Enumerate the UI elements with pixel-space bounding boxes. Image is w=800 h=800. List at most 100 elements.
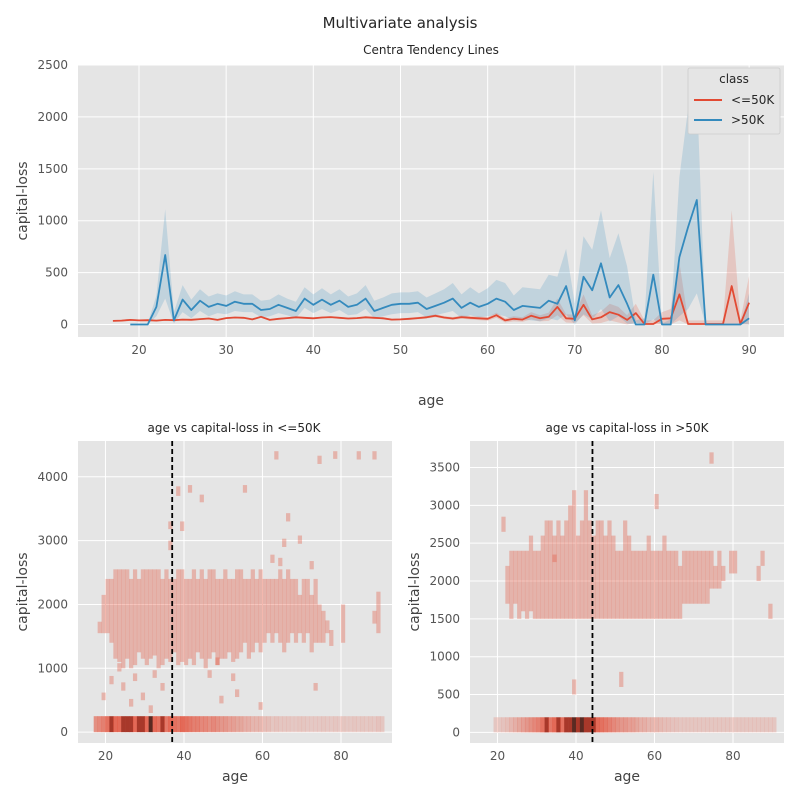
hist-cell-zero (329, 716, 334, 733)
hist-cell (548, 520, 553, 619)
hist-cell (129, 578, 134, 669)
hist-cell (517, 550, 522, 619)
hist-cell-zero (136, 716, 142, 733)
hist-cell (242, 485, 248, 493)
hist-cell (678, 565, 683, 619)
hist-cell (521, 550, 526, 612)
heatmap-panel-low: age vs capital-loss in <=50K 20 40 60 80 0 10… (15, 421, 392, 785)
line-panel-title: Centra Tendency Lines (363, 43, 499, 57)
hist-cell (187, 485, 193, 493)
hist-cell-zero (568, 717, 573, 733)
hist-cell (674, 550, 679, 619)
hist-cell-zero (180, 716, 185, 733)
hist-cell (176, 486, 181, 496)
hist-cell-zero (278, 716, 283, 733)
hist-cell-zero (697, 717, 702, 733)
hist-cell (301, 578, 306, 643)
hist-cell-zero (501, 717, 506, 733)
hist-cell-zero (183, 716, 189, 733)
hist-cell-zero (140, 716, 146, 733)
hist-cell (634, 550, 640, 619)
hist-cell-zero (286, 716, 291, 733)
line-panel-ticks: 20 30 40 50 60 70 80 90 0 500 1000 1500 2000 2500 (37, 58, 756, 357)
hist-cell-zero (203, 716, 208, 733)
hist-cell (583, 490, 589, 619)
hist-cell (168, 521, 173, 530)
hist-cell-zero (352, 716, 357, 733)
hist-cell (136, 578, 142, 653)
hist-cell (144, 569, 149, 666)
hist-cell-zero (293, 716, 299, 733)
hist-cell-zero (705, 717, 710, 733)
hist-cell-zero (325, 716, 330, 733)
hist-cell (552, 535, 557, 619)
hist-cell (313, 682, 318, 691)
hist-cell (627, 535, 632, 619)
hist-cell (309, 594, 314, 653)
hist-cell-zero (172, 716, 177, 733)
x-tick-label: 60 (255, 749, 270, 763)
x-tick-label: 60 (480, 343, 495, 357)
hist-cell (254, 578, 259, 643)
hist-cell-zero (199, 716, 204, 733)
hist-cell-zero (105, 716, 110, 733)
line-panel-series (112, 199, 750, 326)
hist-cell (140, 569, 146, 659)
hist-cell (717, 550, 722, 589)
hist-cell-zero (301, 716, 306, 733)
hist-cell (246, 578, 251, 659)
hist-cell-zero (270, 716, 275, 733)
legend: class <=50K >50K (687, 67, 781, 135)
hist-cell-zero (266, 716, 271, 733)
hist-cell-zero (615, 717, 620, 733)
hist-cell-zero (752, 717, 757, 733)
hist-cell-zero (513, 717, 518, 733)
hist-cell (540, 535, 545, 619)
hist-cell-zero (333, 716, 338, 733)
x-tick-label: 30 (219, 343, 234, 357)
hist-cell (152, 670, 157, 678)
hist-cell-zero (344, 716, 350, 733)
confidence-band-high (130, 88, 750, 325)
hist-cell-zero (129, 716, 134, 733)
hist-cell (227, 578, 232, 653)
y-tick-label: 2000 (429, 574, 460, 588)
x-tick-label: 50 (393, 343, 408, 357)
hist-cell-zero (646, 717, 651, 733)
x-tick-label: 20 (490, 749, 505, 763)
hist-cell (309, 561, 314, 570)
hist-cell (152, 569, 157, 656)
hist-cell (760, 550, 765, 566)
hist-cell-zero (164, 716, 169, 733)
hist-cell (286, 513, 291, 522)
hist-cell (207, 670, 212, 678)
hist-cell (109, 675, 114, 685)
heatmap-low-cells (93, 451, 385, 733)
hist-cell (603, 535, 608, 619)
hist-cell-zero (356, 716, 361, 733)
hist-cell-zero (732, 717, 738, 733)
hist-cell-zero (176, 716, 181, 733)
hist-cell (564, 520, 569, 619)
hist-cell (282, 538, 287, 547)
line-panel-ylabel: capital-loss (15, 161, 31, 240)
hist-cell-zero (721, 717, 726, 733)
hist-cell (340, 604, 346, 643)
x-tick-label: 40 (176, 749, 191, 763)
hist-cell-zero (583, 717, 589, 733)
x-tick-label: 80 (333, 749, 348, 763)
hist-cell-zero (638, 717, 643, 733)
hist-cell (524, 550, 530, 619)
hist-cell (513, 550, 518, 604)
hist-cell-zero (654, 717, 659, 733)
hist-cell-zero (579, 717, 585, 733)
hist-cell (329, 629, 334, 646)
hist-cell (274, 578, 279, 634)
y-tick-label: 500 (45, 266, 68, 280)
hist-cell (701, 550, 706, 604)
hist-cell (132, 569, 138, 666)
hist-cell-zero (258, 716, 263, 733)
hist-cell-zero (548, 717, 553, 733)
hist-cell (709, 452, 714, 464)
hist-cell-zero (575, 717, 581, 733)
